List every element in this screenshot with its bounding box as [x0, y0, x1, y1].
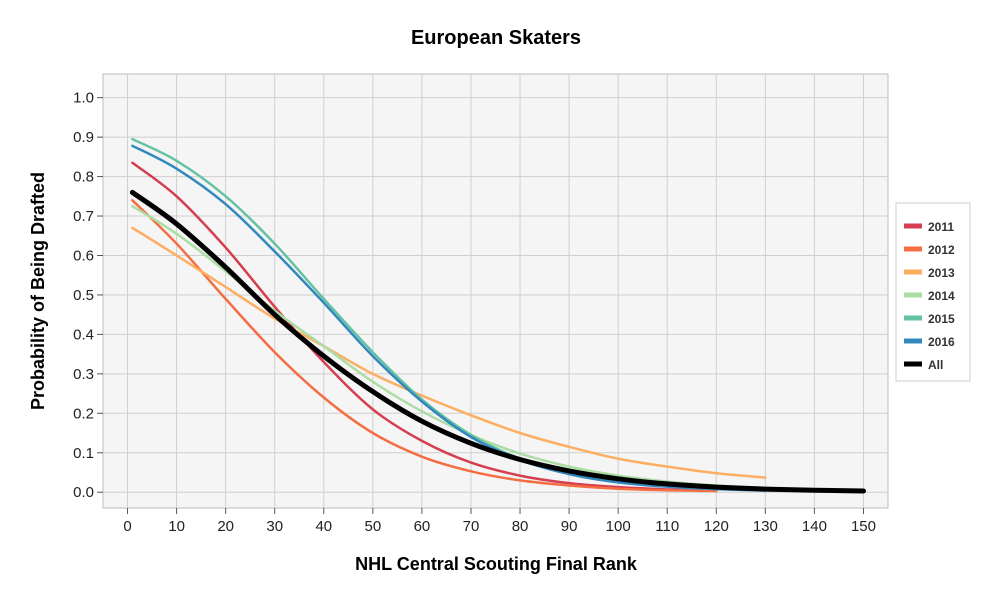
legend-label: 2014	[928, 289, 955, 303]
x-tick-label: 100	[606, 518, 631, 535]
x-tick-label: 0	[123, 518, 131, 535]
series-line-2011	[131, 161, 718, 492]
legend: 2011 2012 2013 2014 2015 2016 All	[895, 202, 971, 382]
series-line-2016	[131, 144, 767, 492]
y-tick-label: 0.2	[73, 405, 94, 422]
plot-area	[102, 73, 889, 509]
series-lines	[129, 137, 866, 494]
legend-label: 2012	[928, 243, 955, 257]
x-tick-label: 80	[512, 518, 529, 535]
y-tick-label: 0.0	[73, 484, 94, 501]
y-tick-label: 0.3	[73, 366, 94, 383]
gridlines	[103, 74, 888, 508]
x-tick-label: 70	[463, 518, 480, 535]
series-line-all	[129, 189, 866, 494]
x-tick-label: 40	[315, 518, 332, 535]
y-tick-label: 0.4	[73, 326, 94, 343]
y-tick-label: 0.1	[73, 445, 94, 462]
legend-label: All	[928, 358, 943, 372]
y-tick-label: 0.7	[73, 208, 94, 225]
y-tick-label: 0.5	[73, 287, 94, 304]
y-tick-label: 1.0	[73, 90, 94, 107]
x-axis-title: NHL Central Scouting Final Rank	[355, 554, 638, 574]
series-line-2012	[131, 199, 718, 493]
x-tick-label: 20	[217, 518, 234, 535]
legend-label: 2011	[928, 220, 954, 234]
x-tick-label: 150	[851, 518, 876, 535]
chart-title: European Skaters	[411, 27, 581, 49]
x-tick-label: 10	[168, 518, 185, 535]
y-axis-title: Probability of Being Drafted	[28, 172, 48, 410]
y-tick-label: 0.8	[73, 169, 94, 186]
x-tick-label: 140	[802, 518, 827, 535]
y-tick-label: 0.9	[73, 129, 94, 146]
legend-box	[895, 202, 971, 382]
x-tick-label: 60	[414, 518, 431, 535]
series-line-2013	[131, 226, 767, 479]
x-tick-label: 130	[753, 518, 778, 535]
x-tick-label: 50	[365, 518, 382, 535]
legend-label: 2013	[928, 266, 955, 280]
legend-label: 2016	[928, 335, 955, 349]
x-tick-label: 30	[266, 518, 283, 535]
legend-label: 2015	[928, 312, 955, 326]
axis-ticks: 0 10 20 30 40 50 60 70 80 90 100 110 120 130 140 150 0.0…	[73, 90, 876, 535]
x-tick-label: 90	[561, 518, 578, 535]
x-tick-label: 120	[704, 518, 729, 535]
y-tick-label: 0.6	[73, 247, 94, 264]
x-tick-label: 110	[655, 518, 679, 535]
